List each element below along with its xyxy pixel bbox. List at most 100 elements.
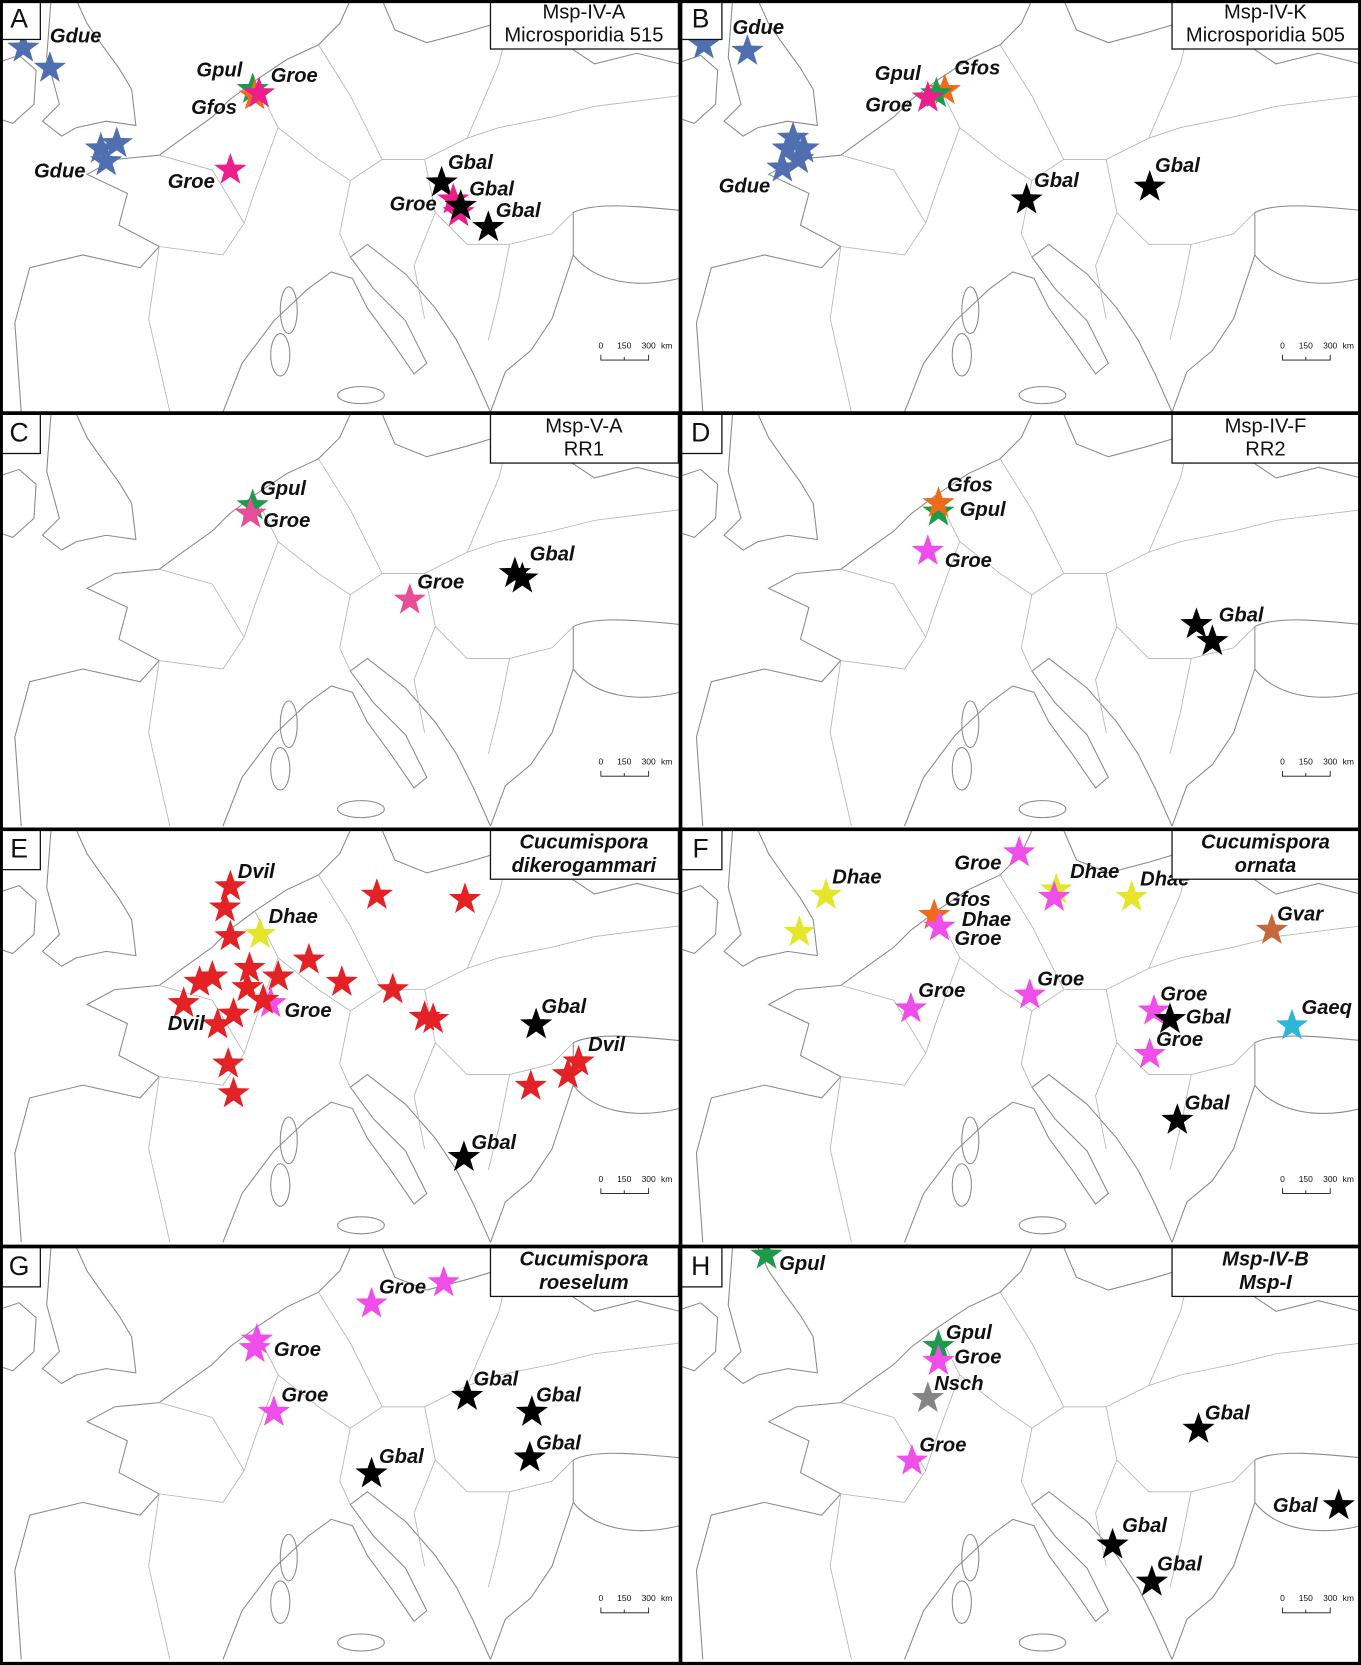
title-box [489, 830, 680, 880]
panel-title: Msp-V-A [545, 415, 623, 437]
title-box [489, 414, 680, 464]
panel-background [681, 830, 1361, 1246]
site-label: Groe [1156, 1029, 1203, 1051]
panel-title: RR1 [564, 439, 604, 461]
site-label: Gbal [379, 1446, 424, 1468]
site-label: Gdue [50, 26, 102, 48]
scale-label: 150 [617, 1593, 631, 1603]
panel-title: roeselum [539, 1272, 629, 1294]
scale-label: 300 [642, 1174, 656, 1184]
site-label: Gfos [945, 889, 991, 911]
scale-label: km [661, 341, 672, 351]
site-label: Gfos [954, 58, 1000, 80]
site-label: Gbal [496, 200, 541, 222]
site-label: Gpul [946, 1322, 992, 1344]
site-label: Groe [1160, 983, 1207, 1005]
site-label: Gfos [947, 475, 993, 497]
panel-background [0, 0, 680, 413]
letter-box [681, 0, 723, 41]
panel-title: Cucumispora [519, 831, 648, 853]
site-label: Gbal [1185, 1093, 1230, 1115]
letter-box [681, 1247, 723, 1288]
scale-label: 0 [599, 1593, 604, 1603]
scale-bar [1282, 1607, 1331, 1614]
site-label: Gpul [875, 63, 921, 85]
site-label: Gbal [1219, 604, 1264, 626]
site-label: Gdue [719, 175, 771, 197]
scale-bar [600, 354, 650, 361]
scale-label: 300 [1323, 1174, 1337, 1184]
site-label: Groe [390, 193, 437, 215]
site-label: Groe [1037, 968, 1084, 990]
site-label: Groe [168, 171, 215, 193]
panel-title: dikerogammari [512, 855, 657, 877]
scale-label: 300 [1323, 1593, 1337, 1603]
site-label: Gpul [960, 499, 1006, 521]
scale-label: 300 [642, 1593, 656, 1603]
scale-label: 300 [642, 757, 656, 767]
scale-label: 0 [1280, 1174, 1285, 1184]
map-panel: Groe Groe Groe Gbal Gbal Gbal Gbal Cucumisporar… [0, 1247, 680, 1665]
scale-label: 300 [642, 341, 656, 351]
scale-label: 0 [599, 757, 604, 767]
site-label: Dhae [832, 866, 881, 888]
scale-label: 0 [1280, 1593, 1285, 1603]
site-label: Gbal [1186, 1007, 1231, 1029]
scale-label: km [661, 757, 672, 767]
letter-box [681, 414, 723, 455]
panel-title: Cucumispora [1201, 831, 1330, 853]
scale-label: 0 [1280, 757, 1285, 767]
site-label: Gbal [469, 179, 514, 201]
panel-letter: B [692, 3, 710, 33]
panel-title: Microsporidia 515 [504, 25, 663, 47]
site-label: Gbal [1157, 1553, 1202, 1575]
panel-letter: G [9, 1251, 30, 1281]
site-label: Gdue [733, 17, 785, 39]
title-box [489, 0, 680, 50]
site-label: Gbal [471, 1132, 516, 1154]
panel-background [681, 414, 1361, 829]
scale-bar [600, 770, 650, 777]
scale-label: 150 [1299, 1174, 1313, 1184]
panel-title: Msp-IV-B [1222, 1249, 1309, 1271]
site-label: Gbal [473, 1369, 518, 1391]
scale-label: 300 [1323, 757, 1337, 767]
site-label: Gaeq [1302, 997, 1352, 1019]
site-label: Gbal [536, 1385, 581, 1407]
scale-label: 300 [1323, 341, 1337, 351]
site-label: Groe [865, 95, 912, 117]
panel-letter: H [691, 1251, 710, 1281]
site-label: Groe [379, 1276, 426, 1298]
panel-title: Cucumispora [519, 1249, 648, 1271]
scale-bar [600, 1188, 650, 1194]
site-label: Dhae [1070, 861, 1119, 883]
letter-box [0, 414, 41, 455]
site-label: Groe [285, 1000, 332, 1022]
panel-background [0, 1247, 680, 1665]
title-box [1171, 1247, 1361, 1298]
letter-box [681, 830, 723, 871]
site-label: Groe [954, 1346, 1001, 1368]
panel-title: Msp-IV-A [542, 1, 625, 23]
letter-box [0, 1247, 41, 1288]
site-label: Dvil [588, 1034, 625, 1056]
site-label: Gvar [1277, 904, 1324, 926]
site-label: Dhae [962, 909, 1011, 931]
panel-title: ornata [1235, 855, 1297, 877]
site-label: Groe [954, 928, 1001, 950]
site-label: Groe [945, 550, 992, 572]
panel-letter: E [10, 834, 28, 864]
scale-label: 0 [599, 1174, 604, 1184]
panel-title: Msp-IV-F [1225, 415, 1307, 437]
site-label: Gbal [536, 1432, 581, 1454]
map-panel: DvilDhaeGroeDvilGbalDvilGbalCucumisporad… [0, 830, 680, 1246]
panel-title: RR2 [1245, 439, 1285, 461]
site-label: Gbal [1273, 1495, 1318, 1517]
site-label: Dvil [168, 1013, 205, 1035]
title-box [1171, 414, 1361, 464]
panel-letter: A [10, 3, 28, 33]
